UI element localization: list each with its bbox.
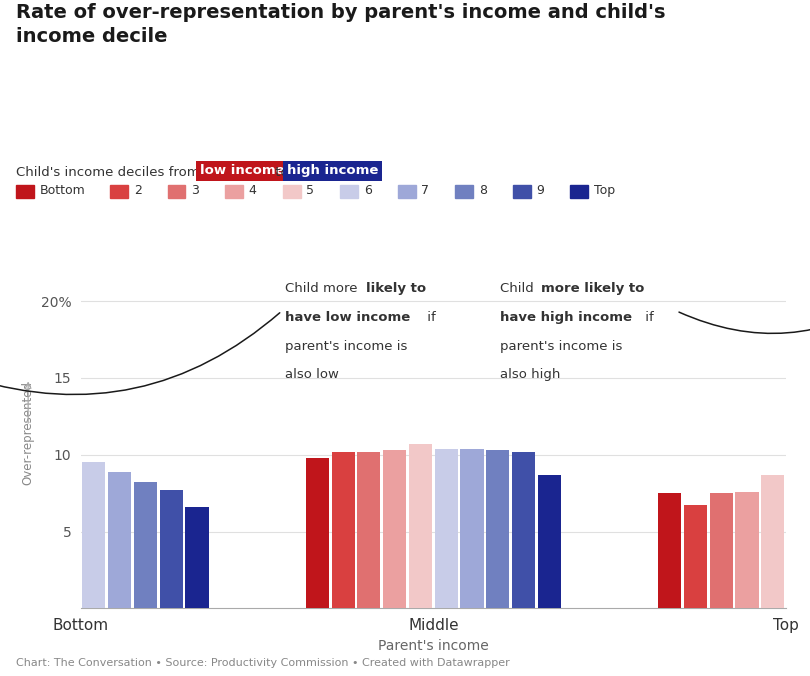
Text: Bottom: Bottom [40,184,85,197]
Text: also high: also high [501,368,561,381]
Text: low income: low income [200,164,284,177]
Text: 9: 9 [536,184,544,197]
Text: 6: 6 [364,184,372,197]
Bar [512,452,535,608]
Text: Child more: Child more [285,283,362,295]
Bar [357,452,381,608]
Bar [331,452,355,608]
Bar [710,493,733,608]
Text: Chart: The Conversation • Source: Productivity Commission • Created with Datawra: Chart: The Conversation • Source: Produc… [16,658,510,668]
Bar [409,444,432,608]
Bar [787,467,810,608]
Text: if: if [423,311,436,324]
Text: Rate of over-representation by parent's income and child's
income decile: Rate of over-representation by parent's … [16,3,666,46]
Text: Top: Top [594,184,615,197]
Bar [460,449,484,608]
Bar [108,472,131,608]
Bar [0,401,2,608]
Text: likely to: likely to [366,283,427,295]
Text: Child's income deciles from: Child's income deciles from [16,166,204,178]
Bar [160,490,183,608]
Bar [57,452,79,608]
Bar [735,491,759,608]
Bar [5,421,28,608]
Text: more likely to: more likely to [541,283,645,295]
Bar [134,483,157,608]
Bar [435,449,458,608]
Bar [761,475,784,608]
Bar [538,475,561,608]
Bar [486,450,509,608]
Bar [31,436,54,608]
Bar [684,506,707,608]
Bar [185,507,209,608]
Bar [383,450,407,608]
Text: Child: Child [501,283,539,295]
Text: 7: 7 [421,184,429,197]
Bar [83,462,105,608]
Text: high income: high income [287,164,378,177]
Text: 2: 2 [134,184,142,197]
Text: 3: 3 [191,184,199,197]
Text: 5: 5 [306,184,314,197]
Text: parent's income is: parent's income is [285,340,407,353]
Text: have high income: have high income [501,311,633,324]
X-axis label: Parent's income: Parent's income [378,639,488,652]
Text: to: to [271,166,293,178]
Text: 4: 4 [249,184,257,197]
Bar [658,493,681,608]
Bar [305,458,329,608]
Text: also low: also low [285,368,339,381]
Text: have low income: have low income [285,311,411,324]
Text: if: if [642,311,654,324]
Text: parent's income is: parent's income is [501,340,623,353]
Text: 8: 8 [479,184,487,197]
Text: Over-represented: Over-represented [22,381,35,485]
